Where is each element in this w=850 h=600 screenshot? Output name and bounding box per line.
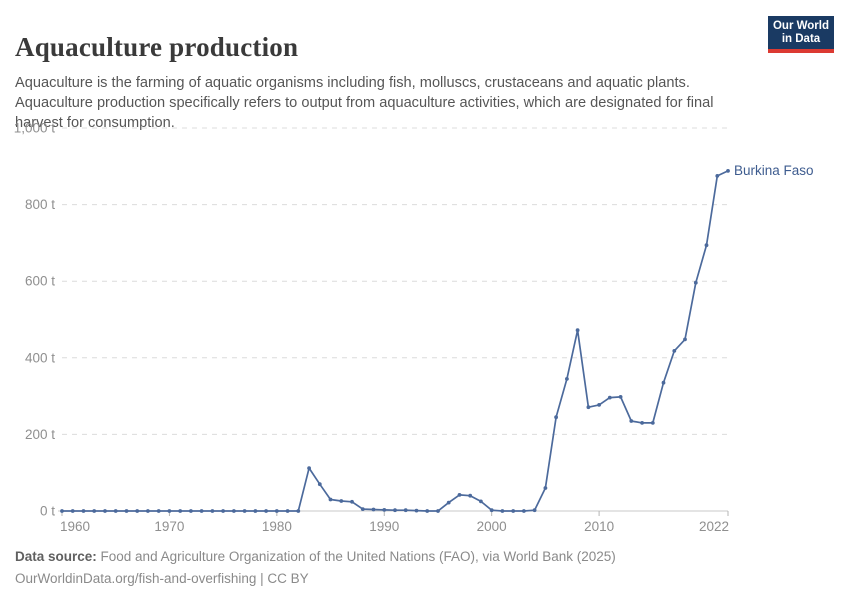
- chart-subtitle: Aquaculture is the farming of aquatic or…: [15, 74, 714, 131]
- data-point[interactable]: [479, 499, 483, 504]
- chart-footer: Data source: Food and Agriculture Organi…: [15, 546, 616, 589]
- data-point[interactable]: [189, 509, 193, 513]
- x-tick-label-2010: 2010: [584, 519, 614, 534]
- data-point[interactable]: [489, 508, 494, 513]
- data-point[interactable]: [543, 486, 548, 490]
- data-point[interactable]: [81, 509, 86, 513]
- data-point[interactable]: [554, 415, 558, 420]
- data-point[interactable]: [178, 509, 183, 513]
- chart-canvas[interactable]: 0 t 200 t 400 t 600 t 800 t 1,000 t 1960 1970 19…: [0, 0, 850, 540]
- data-point[interactable]: [221, 509, 226, 513]
- data-source-line: Data source: Food and Agriculture Organi…: [15, 546, 616, 568]
- data-point[interactable]: [103, 509, 107, 513]
- owid-logo-line1: Our World: [772, 20, 829, 32]
- owid-logo-line2: in Data: [781, 33, 821, 45]
- data-point[interactable]: [586, 405, 591, 410]
- x-tick-label-1990: 1990: [369, 519, 399, 534]
- data-point[interactable]: [640, 421, 644, 425]
- data-point[interactable]: [683, 337, 687, 342]
- data-point[interactable]: [575, 328, 580, 333]
- data-point[interactable]: [146, 509, 150, 513]
- data-point[interactable]: [135, 509, 140, 513]
- data-point[interactable]: [414, 508, 419, 513]
- data-point[interactable]: [113, 509, 118, 513]
- y-tick-label-800: 800 t: [25, 197, 55, 212]
- page-title: Aquaculture production: [15, 32, 299, 63]
- data-point[interactable]: [371, 507, 376, 512]
- y-tick-label-1000: 1,000 t: [14, 121, 56, 136]
- data-point[interactable]: [156, 509, 161, 513]
- data-point[interactable]: [328, 497, 333, 502]
- data-point[interactable]: [70, 509, 75, 513]
- data-point[interactable]: [425, 509, 430, 513]
- y-tick-label-600: 600 t: [25, 274, 55, 289]
- data-source-label: Data source:: [15, 549, 97, 564]
- data-point[interactable]: [307, 466, 311, 470]
- data-point[interactable]: [92, 509, 97, 513]
- data-point[interactable]: [715, 174, 720, 178]
- data-point[interactable]: [296, 509, 301, 513]
- data-point[interactable]: [350, 499, 354, 504]
- data-point[interactable]: [199, 509, 204, 513]
- data-point[interactable]: [607, 395, 612, 400]
- owid-link-text: OurWorldinData.org/fish-and-overfishing …: [15, 570, 309, 586]
- data-point[interactable]: [500, 509, 505, 513]
- data-point[interactable]: [167, 509, 172, 513]
- data-point[interactable]: [629, 419, 634, 423]
- entity-label[interactable]: Burkina Faso: [734, 163, 814, 178]
- data-point[interactable]: [360, 507, 365, 511]
- data-point[interactable]: [339, 499, 344, 503]
- data-point[interactable]: [661, 380, 666, 385]
- data-point[interactable]: [726, 169, 730, 173]
- data-point[interactable]: [242, 509, 247, 513]
- x-tick-label-2022: 2022: [699, 519, 729, 534]
- data-point[interactable]: [253, 509, 258, 513]
- data-point[interactable]: [60, 509, 64, 513]
- x-tick-label-2000: 2000: [477, 519, 507, 534]
- data-series-burkina-faso[interactable]: [60, 169, 730, 513]
- data-point[interactable]: [210, 509, 215, 513]
- y-tick-label-0: 0 t: [40, 504, 55, 519]
- data-point[interactable]: [522, 509, 526, 513]
- data-point[interactable]: [672, 349, 677, 353]
- data-point[interactable]: [597, 403, 601, 407]
- owid-logo[interactable]: Our World in Data: [768, 16, 834, 53]
- data-point[interactable]: [317, 482, 322, 487]
- data-point[interactable]: [382, 508, 387, 512]
- data-point[interactable]: [436, 509, 440, 513]
- data-point[interactable]: [565, 377, 569, 381]
- data-point[interactable]: [446, 500, 451, 505]
- data-point[interactable]: [264, 509, 268, 513]
- data-point[interactable]: [532, 508, 537, 513]
- data-point[interactable]: [618, 395, 623, 399]
- y-tick-label-200: 200 t: [25, 427, 55, 442]
- data-point[interactable]: [285, 509, 290, 513]
- data-point[interactable]: [511, 509, 516, 513]
- data-point[interactable]: [457, 493, 462, 497]
- data-point[interactable]: [393, 508, 397, 513]
- data-source-text: Food and Agriculture Organization of the…: [96, 549, 616, 564]
- data-point[interactable]: [403, 508, 408, 513]
- chart-line[interactable]: [62, 170, 729, 512]
- data-point[interactable]: [693, 280, 698, 285]
- data-point[interactable]: [232, 509, 236, 513]
- data-point[interactable]: [274, 509, 279, 513]
- license-line[interactable]: OurWorldinData.org/fish-and-overfishing …: [15, 568, 616, 590]
- y-tick-label-400: 400 t: [25, 350, 55, 365]
- data-point[interactable]: [124, 509, 129, 513]
- data-point[interactable]: [704, 243, 709, 248]
- data-point[interactable]: [468, 493, 473, 498]
- x-tick-label-1980: 1980: [262, 519, 292, 534]
- data-point[interactable]: [650, 421, 655, 425]
- x-tick-label-1970: 1970: [154, 519, 184, 534]
- x-tick-label-1960: 1960: [60, 519, 90, 534]
